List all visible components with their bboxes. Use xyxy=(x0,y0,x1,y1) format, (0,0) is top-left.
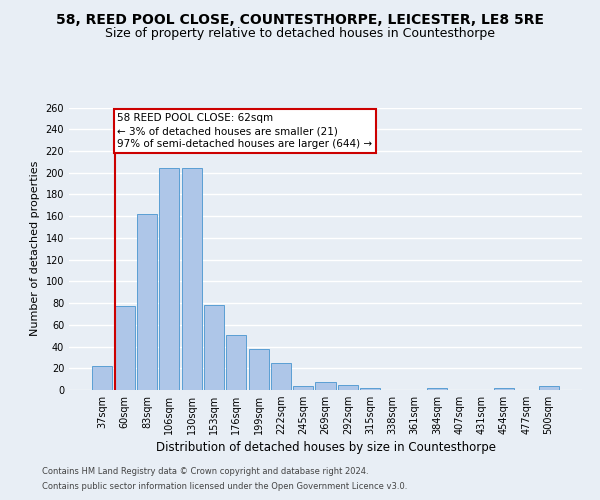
Text: Contains HM Land Registry data © Crown copyright and database right 2024.: Contains HM Land Registry data © Crown c… xyxy=(42,467,368,476)
Text: 58, REED POOL CLOSE, COUNTESTHORPE, LEICESTER, LE8 5RE: 58, REED POOL CLOSE, COUNTESTHORPE, LEIC… xyxy=(56,12,544,26)
Text: 58 REED POOL CLOSE: 62sqm
← 3% of detached houses are smaller (21)
97% of semi-d: 58 REED POOL CLOSE: 62sqm ← 3% of detach… xyxy=(118,113,373,150)
Bar xyxy=(316,382,335,390)
X-axis label: Distribution of detached houses by size in Countesthorpe: Distribution of detached houses by size … xyxy=(155,442,496,454)
Bar xyxy=(271,363,291,390)
Bar xyxy=(427,388,447,390)
Text: Size of property relative to detached houses in Countesthorpe: Size of property relative to detached ho… xyxy=(105,28,495,40)
Y-axis label: Number of detached properties: Number of detached properties xyxy=(30,161,40,336)
Bar xyxy=(494,388,514,390)
Bar xyxy=(159,168,179,390)
Bar xyxy=(539,386,559,390)
Text: Contains public sector information licensed under the Open Government Licence v3: Contains public sector information licen… xyxy=(42,482,407,491)
Bar xyxy=(115,306,135,390)
Bar xyxy=(360,388,380,390)
Bar xyxy=(338,384,358,390)
Bar xyxy=(248,348,269,390)
Bar xyxy=(92,366,112,390)
Bar xyxy=(226,334,246,390)
Bar xyxy=(293,386,313,390)
Bar xyxy=(137,214,157,390)
Bar xyxy=(182,168,202,390)
Bar xyxy=(204,305,224,390)
